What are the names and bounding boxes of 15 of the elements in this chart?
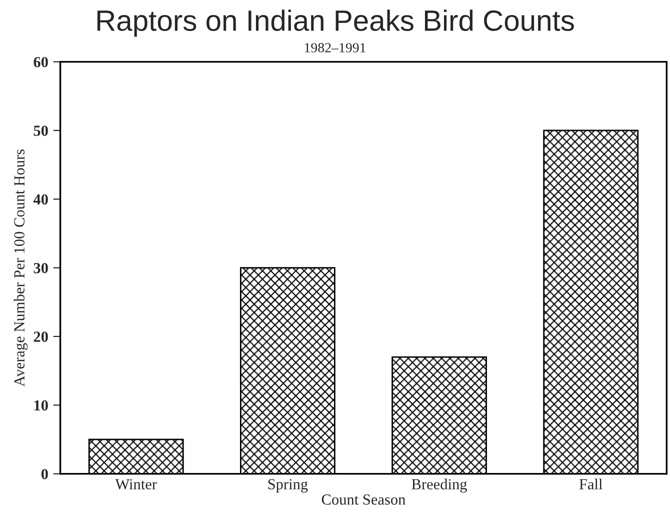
x-axis-title: Count Season <box>322 494 406 505</box>
x-tick-label: Winter <box>115 479 157 490</box>
y-axis-title: Average Number Per 100 Count Hours <box>14 149 28 387</box>
y-tick-label: 60 <box>34 56 48 68</box>
y-tick-label: 40 <box>33 194 48 205</box>
chart-subtitle: 1982–1991 <box>304 43 366 52</box>
chart-title: Raptors on Indian Peaks Bird Counts <box>97 10 574 37</box>
x-tick-label: Fall <box>579 478 602 490</box>
y-tick-label: 30 <box>34 262 48 274</box>
y-tick-label: 10 <box>34 400 48 411</box>
x-tick-label: Breeding <box>412 478 467 493</box>
y-tick-label: 20 <box>34 332 48 342</box>
y-tick-label: 50 <box>34 126 48 136</box>
x-tick-label: Spring <box>268 479 308 493</box>
y-tick-label: 0 <box>41 468 48 480</box>
